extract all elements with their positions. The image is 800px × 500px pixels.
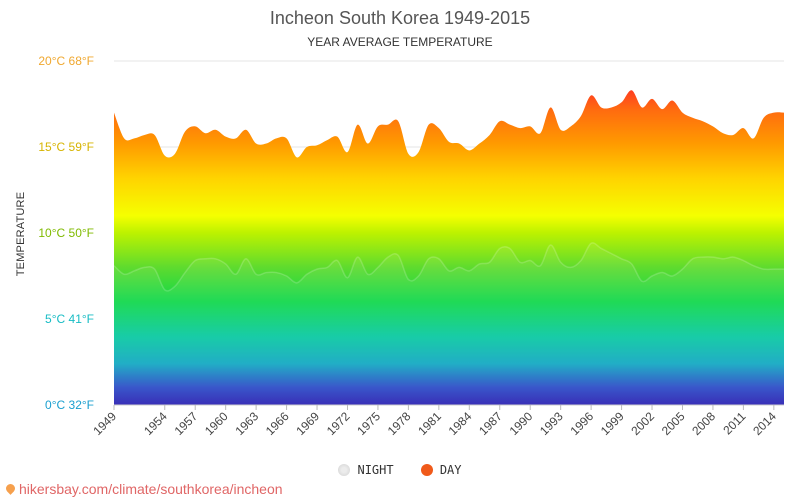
legend-item-night[interactable]: NIGHT (338, 463, 394, 477)
y-tick-label: 15°C 59°F (38, 140, 94, 154)
y-tick-label: 20°C 68°F (38, 54, 94, 68)
x-tick-label: 1999 (598, 409, 627, 438)
x-tick-label: 1963 (232, 409, 261, 438)
x-tick-label: 1990 (507, 409, 536, 438)
x-tick-label: 1984 (446, 409, 475, 438)
x-tick-label: 1969 (293, 409, 322, 438)
x-tick-label: 2011 (720, 409, 748, 437)
x-tick-label: 1978 (385, 409, 414, 438)
x-tick-label: 2014 (750, 409, 779, 438)
legend: NIGHT DAY (0, 463, 800, 479)
night-line (113, 242, 784, 292)
location-pin-icon (4, 481, 17, 495)
y-tick-label: 5°C 41°F (45, 312, 94, 326)
x-tick-label: 1954 (141, 409, 170, 438)
legend-item-day[interactable]: DAY (420, 463, 462, 477)
y-tick-label: 0°C 32°F (45, 398, 94, 412)
x-tick-label: 2002 (628, 409, 657, 438)
x-tick-label: 1949 (90, 409, 119, 438)
x-tick-label: 1996 (567, 409, 596, 438)
source-link[interactable]: hikersbay.com/climate/southkorea/incheon (4, 481, 283, 497)
x-tick-label: 1966 (263, 409, 292, 438)
day-legend-marker (420, 464, 433, 476)
area-layer (113, 90, 784, 405)
x-tick-label: 1993 (537, 409, 566, 438)
chart-title: Incheon South Korea 1949-2015 (269, 8, 531, 28)
x-tick-label: 1972 (324, 409, 353, 438)
legend-label-day: DAY (439, 463, 462, 477)
day-area (114, 90, 784, 405)
x-tick-label: 1960 (202, 409, 231, 438)
x-tick-label: 1981 (415, 409, 444, 438)
night-legend-marker (338, 464, 351, 476)
chart-subtitle: YEAR AVERAGE TEMPERATURE (307, 35, 493, 49)
night-area (114, 242, 784, 405)
y-tick-label: 10°C 50°F (38, 226, 94, 240)
x-tick-label: 1987 (476, 409, 505, 438)
x-tick-label: 1957 (172, 409, 201, 438)
source-link-text: hikersbay.com/climate/southkorea/incheon (19, 481, 283, 497)
x-tick-label: 2005 (659, 409, 688, 438)
x-tick-label: 1975 (354, 409, 383, 438)
x-tick-label: 2008 (689, 409, 718, 438)
legend-label-night: NIGHT (357, 463, 394, 477)
